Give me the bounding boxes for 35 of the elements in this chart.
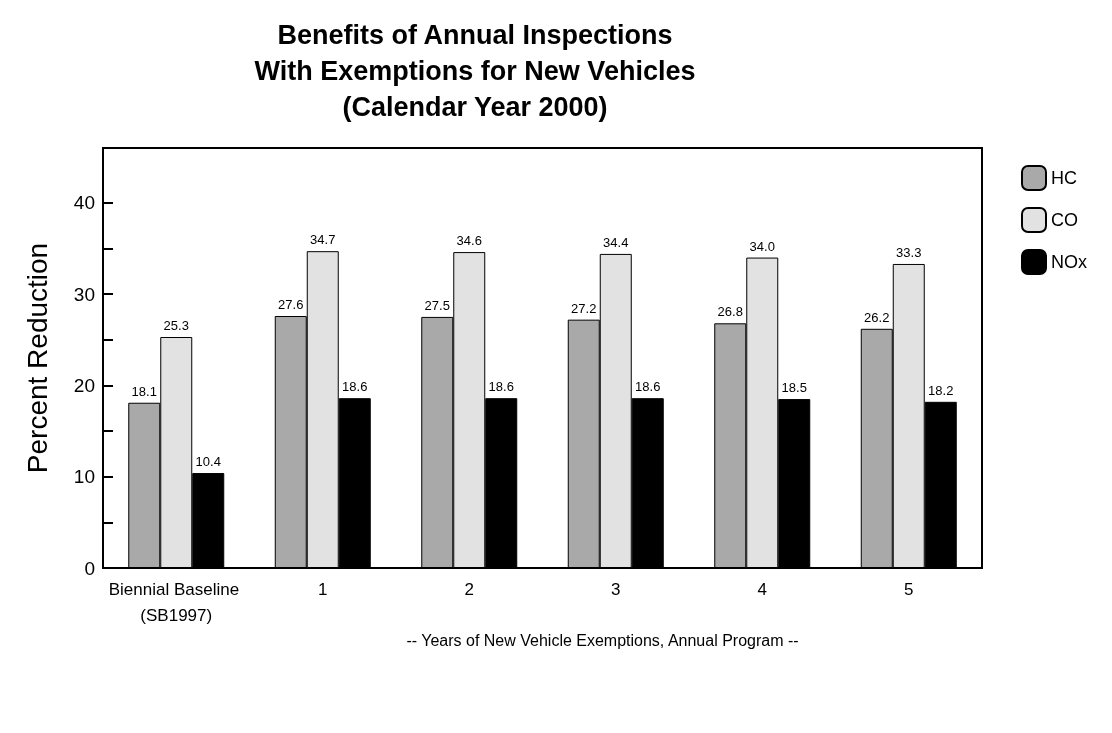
legend-label: NOx [1051,252,1087,272]
data-label: 27.6 [278,297,304,312]
y-tick-label: 0 [84,557,95,579]
data-label: 26.8 [717,304,743,320]
y-tick-label: 40 [73,192,95,214]
legend-label: CO [1051,210,1078,230]
data-label: 34.7 [310,232,336,248]
data-label: 18.6 [635,379,661,395]
y-tick-label: 20 [73,374,95,396]
data-label: 10.4 [195,454,221,470]
x-axis-title: -- Years of New Vehicle Exemptions, Annual Program -- [406,632,799,650]
data-label: 34.6 [456,233,482,249]
data-label: 34.0 [749,238,775,254]
x-tick-label: 4 [757,579,767,599]
x-tick-label: 5 [904,579,914,599]
data-label: 33.3 [896,244,922,260]
data-label: 27.2 [571,300,597,316]
data-label: 34.4 [603,234,629,250]
legend-label: HC [1051,168,1077,188]
y-tick-label: 10 [73,466,95,488]
data-label: 18.5 [781,380,807,396]
data-label: 25.3 [163,318,189,333]
data-label: 18.1 [131,383,157,399]
x-tick-label: Biennial Baseline (SB1997) [108,579,244,625]
data-label: 27.5 [424,297,450,313]
data-label: 26.2 [864,309,890,325]
data-label: 18.6 [488,379,514,395]
data-label: 18.6 [342,379,368,395]
y-tick-label: 30 [73,283,95,305]
y-axis-title: Percent Reduction [21,242,53,474]
data-label: 18.2 [928,382,954,398]
x-tick-label: 2 [464,579,474,599]
x-tick-label: 1 [318,579,328,599]
x-tick-label: 3 [611,579,621,599]
chart-title: Benefits of Annual Inspections With Exemptions for New Vehicles (Calendar Year 2000) [254,20,696,122]
